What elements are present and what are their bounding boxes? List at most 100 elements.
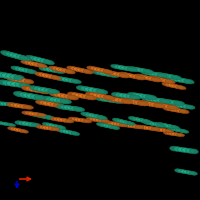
Ellipse shape [0,72,2,77]
Ellipse shape [55,76,65,81]
Ellipse shape [143,120,150,123]
Ellipse shape [10,103,20,107]
Ellipse shape [30,94,42,100]
Ellipse shape [114,98,125,103]
Ellipse shape [32,88,43,93]
Ellipse shape [95,96,106,101]
Ellipse shape [119,120,127,124]
Ellipse shape [51,127,60,131]
Ellipse shape [151,127,160,131]
Ellipse shape [170,100,181,105]
Ellipse shape [60,94,71,99]
Ellipse shape [120,123,129,127]
Ellipse shape [65,130,74,134]
Ellipse shape [10,74,19,80]
Ellipse shape [28,123,38,127]
Ellipse shape [100,95,111,99]
Ellipse shape [111,64,121,69]
Ellipse shape [58,77,68,81]
Ellipse shape [148,122,157,126]
Ellipse shape [186,148,194,153]
Ellipse shape [5,74,15,79]
Ellipse shape [65,119,74,123]
Ellipse shape [180,79,191,83]
Ellipse shape [36,58,47,63]
Ellipse shape [144,121,151,124]
Ellipse shape [22,93,34,98]
Ellipse shape [74,118,83,122]
Ellipse shape [169,132,177,135]
Ellipse shape [155,72,165,77]
Ellipse shape [113,72,123,77]
Ellipse shape [0,122,6,125]
Ellipse shape [149,122,157,126]
Ellipse shape [14,75,23,80]
Ellipse shape [140,119,148,123]
Ellipse shape [67,66,77,71]
Ellipse shape [3,123,11,126]
Ellipse shape [160,123,168,127]
Ellipse shape [27,70,37,74]
Ellipse shape [15,121,25,125]
Ellipse shape [23,93,33,98]
Ellipse shape [174,85,183,89]
Ellipse shape [48,127,57,131]
Ellipse shape [10,74,20,80]
Ellipse shape [166,76,176,81]
Ellipse shape [42,96,52,101]
Ellipse shape [60,99,71,104]
Ellipse shape [88,88,100,93]
Ellipse shape [90,67,100,71]
Ellipse shape [6,52,16,57]
Ellipse shape [137,101,149,106]
Ellipse shape [149,76,159,81]
Ellipse shape [135,125,144,129]
Ellipse shape [73,67,83,72]
Ellipse shape [85,95,97,100]
Ellipse shape [143,69,153,74]
Ellipse shape [146,121,154,125]
Ellipse shape [162,82,171,86]
Ellipse shape [0,102,9,106]
Ellipse shape [19,83,30,88]
Ellipse shape [177,133,185,137]
Ellipse shape [29,56,40,61]
Ellipse shape [124,121,133,125]
Ellipse shape [73,107,83,111]
Ellipse shape [153,103,165,108]
Ellipse shape [140,69,150,73]
Ellipse shape [4,52,16,57]
Ellipse shape [15,129,23,132]
Ellipse shape [127,122,136,126]
Ellipse shape [162,124,171,128]
Ellipse shape [35,72,45,77]
Ellipse shape [26,94,38,99]
Ellipse shape [162,79,172,83]
Ellipse shape [13,91,25,97]
Ellipse shape [16,104,27,108]
Ellipse shape [171,75,181,80]
Ellipse shape [60,99,70,104]
Ellipse shape [98,119,107,123]
Ellipse shape [96,89,108,94]
Ellipse shape [89,93,100,97]
Ellipse shape [112,118,121,122]
Ellipse shape [143,101,154,106]
Ellipse shape [18,92,30,98]
Ellipse shape [20,105,30,109]
Ellipse shape [124,67,134,71]
Ellipse shape [142,94,153,99]
Ellipse shape [107,97,118,101]
Ellipse shape [116,119,124,123]
Ellipse shape [115,93,126,98]
Ellipse shape [151,122,159,126]
Ellipse shape [52,98,64,103]
Ellipse shape [44,88,56,94]
Ellipse shape [25,122,35,126]
Ellipse shape [139,101,150,105]
Ellipse shape [122,94,133,99]
Ellipse shape [21,122,31,126]
Ellipse shape [48,89,58,94]
Ellipse shape [71,132,80,136]
Ellipse shape [2,80,13,86]
